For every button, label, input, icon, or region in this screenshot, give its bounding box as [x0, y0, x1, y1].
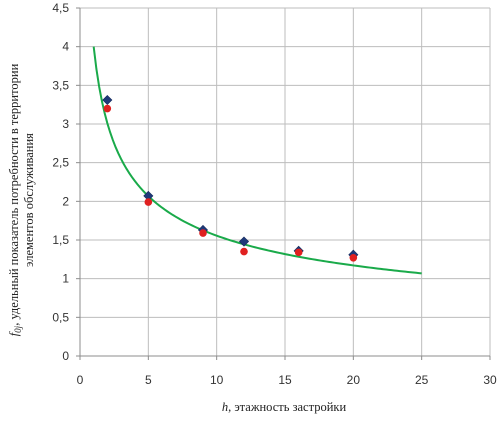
- y-axis-symbol: f: [7, 331, 21, 336]
- x-tick-label: 10: [210, 373, 224, 387]
- y-tick-label: 0: [62, 349, 69, 363]
- circle-marker: [240, 247, 248, 256]
- y-axis-subscript: 0j: [13, 325, 23, 333]
- x-axis-symbol: h: [222, 400, 228, 414]
- x-tick-label: 5: [145, 373, 152, 387]
- tick-labels: 0 0,5 1 1,5 2 2,5 3 3,5 4 4,5 0 5 10 15 20 25 30: [52, 1, 497, 387]
- y-tick-label: 1: [62, 272, 69, 286]
- diamond-marker: [102, 95, 113, 106]
- axes: [76, 7, 491, 360]
- x-tick-label: 15: [278, 373, 292, 387]
- diamond-marker: [238, 236, 250, 247]
- trendline: [92, 46, 422, 275]
- y-axis-title: f0j, удельный показатель потребности в т…: [7, 63, 36, 336]
- y-axis-label-line1: , удельный показатель потребности в терр…: [7, 63, 21, 325]
- y-axis-title-line1: f0j, удельный показатель потребности в т…: [7, 63, 23, 336]
- y-tick-label: 2,5: [52, 156, 69, 170]
- circle-marker: [103, 104, 112, 113]
- circle-marker: [294, 248, 303, 257]
- data-points: [102, 95, 359, 262]
- circle-marker: [199, 229, 207, 237]
- x-tick-label: 25: [415, 373, 429, 387]
- grid: [79, 7, 491, 357]
- x-tick-label: 30: [483, 373, 497, 387]
- x-tick-label: 0: [77, 373, 84, 387]
- y-tick-label: 4,5: [52, 1, 69, 15]
- circle-marker: [349, 253, 358, 262]
- y-tick-label: 2: [62, 194, 69, 208]
- x-axis-title: h, этажность застройки: [222, 400, 347, 414]
- y-tick-label: 4: [62, 40, 69, 54]
- y-axis-title-line2: элементов обслуживания: [22, 133, 36, 267]
- y-tick-label: 0,5: [52, 310, 69, 324]
- y-tick-label: 3: [62, 117, 69, 131]
- x-axis-label-text: , этажность застройки: [228, 400, 346, 414]
- y-tick-label: 1,5: [52, 233, 69, 247]
- y-tick-label: 3,5: [52, 78, 69, 92]
- trendline-layer: [92, 46, 422, 275]
- x-tick-label: 20: [347, 373, 361, 387]
- circle-marker: [144, 198, 153, 206]
